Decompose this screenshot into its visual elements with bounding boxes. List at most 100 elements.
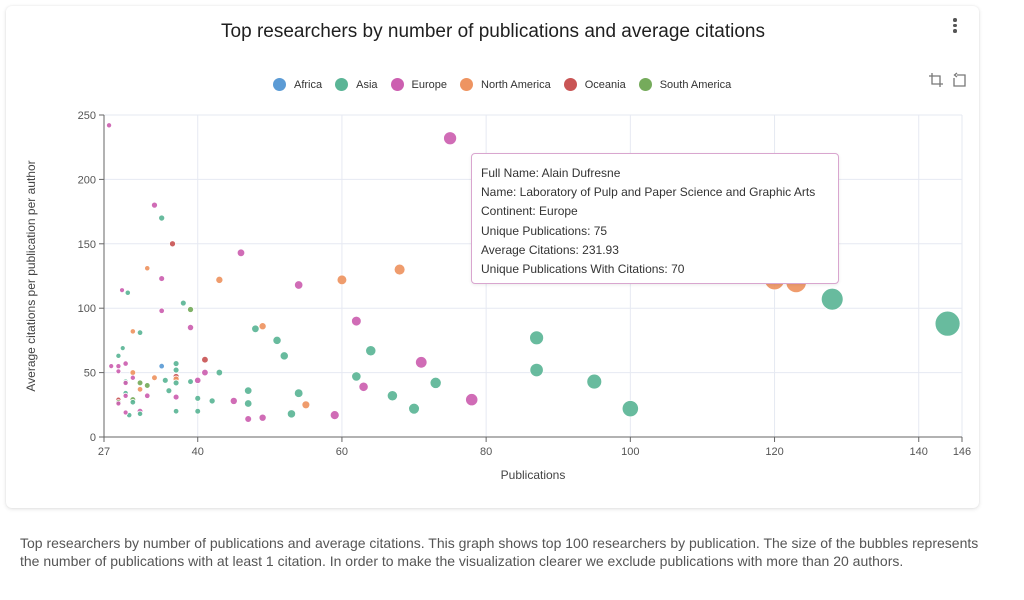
crop-icon[interactable] bbox=[928, 72, 944, 88]
data-point-europe[interactable] bbox=[108, 363, 115, 370]
data-point-europe[interactable] bbox=[229, 396, 238, 405]
data-point-europe[interactable] bbox=[158, 275, 166, 282]
data-point-north-america[interactable] bbox=[129, 369, 137, 376]
data-point-asia[interactable] bbox=[119, 345, 126, 352]
reset-zoom-icon[interactable] bbox=[951, 72, 967, 88]
data-point-south-america[interactable] bbox=[187, 306, 194, 313]
data-point-europe[interactable] bbox=[201, 368, 209, 377]
data-point-europe[interactable] bbox=[122, 409, 129, 416]
data-point-africa[interactable] bbox=[158, 362, 165, 370]
data-point-europe[interactable] bbox=[186, 323, 195, 332]
data-point-asia[interactable] bbox=[136, 410, 144, 417]
data-point-oceania[interactable] bbox=[201, 355, 209, 364]
x-tick-label: 27 bbox=[98, 446, 110, 458]
data-point-asia[interactable] bbox=[529, 362, 544, 378]
data-point-asia[interactable] bbox=[351, 371, 362, 382]
data-point-asia[interactable] bbox=[286, 409, 297, 419]
data-point-europe[interactable] bbox=[415, 356, 428, 369]
data-point-asia[interactable] bbox=[429, 376, 442, 389]
data-point-north-america[interactable] bbox=[136, 386, 144, 393]
data-point-asia[interactable] bbox=[244, 399, 253, 408]
data-point-asia[interactable] bbox=[172, 360, 180, 367]
data-point-south-america[interactable] bbox=[143, 382, 151, 389]
data-point-north-america[interactable] bbox=[215, 275, 224, 284]
legend-item-africa[interactable]: Africa bbox=[273, 78, 322, 91]
data-point-north-america[interactable] bbox=[129, 328, 136, 335]
data-point-asia[interactable] bbox=[244, 386, 253, 395]
data-point-asia[interactable] bbox=[208, 397, 216, 405]
y-tick-label: 250 bbox=[78, 110, 96, 122]
data-point-europe[interactable] bbox=[443, 131, 458, 146]
data-point-asia[interactable] bbox=[194, 407, 201, 415]
data-point-asia[interactable] bbox=[293, 388, 304, 398]
data-point-asia[interactable] bbox=[272, 335, 282, 345]
data-point-north-america[interactable] bbox=[393, 263, 406, 276]
data-point-asia[interactable] bbox=[161, 376, 169, 384]
data-point-south-america[interactable] bbox=[136, 379, 144, 387]
data-point-europe[interactable] bbox=[115, 400, 122, 407]
legend-item-oceania[interactable]: Oceania bbox=[563, 78, 626, 91]
x-tick-label: 80 bbox=[480, 446, 492, 458]
data-point-europe[interactable] bbox=[115, 363, 122, 370]
data-point-europe[interactable] bbox=[329, 410, 340, 421]
data-point-oceania[interactable] bbox=[169, 240, 176, 248]
data-point-asia[interactable] bbox=[279, 351, 289, 361]
data-point-asia[interactable] bbox=[172, 408, 180, 415]
data-point-asia[interactable] bbox=[934, 310, 961, 337]
data-point-europe[interactable] bbox=[119, 287, 125, 294]
data-point-europe[interactable] bbox=[172, 393, 180, 401]
data-point-asia[interactable] bbox=[586, 373, 603, 390]
legend-item-europe[interactable]: Europe bbox=[390, 78, 447, 91]
data-point-north-america[interactable] bbox=[258, 322, 267, 331]
data-point-europe[interactable] bbox=[158, 307, 165, 314]
data-point-europe[interactable] bbox=[258, 413, 267, 422]
data-point-asia[interactable] bbox=[621, 400, 639, 418]
data-point-europe[interactable] bbox=[115, 368, 122, 375]
legend-item-asia[interactable]: Asia bbox=[335, 78, 378, 91]
data-point-europe[interactable] bbox=[351, 315, 362, 327]
data-point-europe[interactable] bbox=[122, 379, 129, 386]
data-point-europe[interactable] bbox=[122, 360, 129, 367]
data-point-tooltip: Full Name: Alain Dufresne Name: Laborato… bbox=[471, 153, 839, 284]
data-point-asia[interactable] bbox=[187, 378, 194, 385]
legend-label: Asia bbox=[356, 78, 378, 91]
x-axis-title: Publications bbox=[501, 468, 566, 482]
legend-item-north-america[interactable]: North America bbox=[460, 78, 551, 91]
data-point-europe[interactable] bbox=[122, 392, 129, 399]
more-vertical-icon[interactable] bbox=[948, 16, 962, 38]
data-point-north-america[interactable] bbox=[144, 265, 151, 272]
data-point-europe[interactable] bbox=[106, 122, 113, 129]
data-point-north-america[interactable] bbox=[151, 374, 158, 382]
data-point-asia[interactable] bbox=[408, 402, 420, 415]
legend-label: South America bbox=[659, 78, 732, 91]
data-point-asia[interactable] bbox=[194, 395, 202, 402]
data-point-asia[interactable] bbox=[179, 299, 187, 307]
data-point-asia[interactable] bbox=[129, 399, 137, 406]
data-point-asia[interactable] bbox=[165, 387, 173, 394]
data-point-asia[interactable] bbox=[172, 366, 180, 374]
data-point-asia[interactable] bbox=[172, 379, 180, 387]
data-point-asia[interactable] bbox=[136, 329, 144, 336]
data-point-asia[interactable] bbox=[251, 324, 260, 333]
data-point-asia[interactable] bbox=[386, 390, 398, 402]
data-point-europe[interactable] bbox=[129, 374, 136, 381]
data-point-north-america[interactable] bbox=[336, 274, 348, 286]
legend-label: North America bbox=[481, 78, 551, 91]
data-point-europe[interactable] bbox=[465, 393, 479, 407]
data-point-europe[interactable] bbox=[294, 280, 304, 290]
data-point-asia[interactable] bbox=[529, 330, 545, 346]
data-point-europe[interactable] bbox=[144, 392, 151, 399]
legend-item-south-america[interactable]: South America bbox=[638, 78, 732, 91]
data-point-europe[interactable] bbox=[358, 381, 369, 392]
data-point-asia[interactable] bbox=[215, 368, 224, 377]
data-point-asia[interactable] bbox=[124, 289, 131, 296]
data-point-europe[interactable] bbox=[244, 415, 253, 423]
data-point-europe[interactable] bbox=[236, 248, 246, 258]
data-point-europe[interactable] bbox=[151, 201, 158, 209]
data-point-asia[interactable] bbox=[820, 287, 844, 311]
data-point-asia[interactable] bbox=[158, 214, 166, 222]
data-point-asia[interactable] bbox=[365, 345, 377, 357]
data-point-asia[interactable] bbox=[115, 352, 122, 359]
data-point-north-america[interactable] bbox=[301, 400, 311, 410]
data-point-europe[interactable] bbox=[194, 376, 202, 384]
